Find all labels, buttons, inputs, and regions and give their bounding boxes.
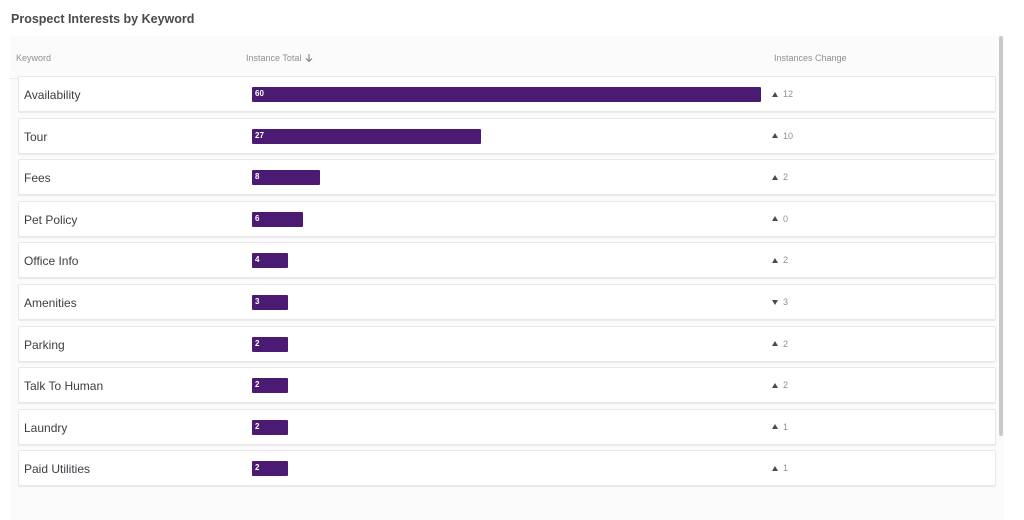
instance-total-bar: 4 xyxy=(252,253,288,269)
triangle-up-icon xyxy=(772,382,778,388)
triangle-up-icon xyxy=(772,91,778,97)
table-row[interactable]: Laundry 2 1 xyxy=(18,408,996,445)
instances-change: 2 xyxy=(772,380,788,390)
column-header-instances-change[interactable]: Instances Change xyxy=(774,53,847,63)
table-row[interactable]: Availability 60 12 xyxy=(18,76,996,112)
instance-total-bar: 2 xyxy=(252,461,288,477)
keyword-label: Fees xyxy=(24,171,51,186)
triangle-up-icon xyxy=(772,465,778,471)
keyword-label: Availability xyxy=(24,88,81,102)
instance-total-value: 60 xyxy=(255,89,264,98)
instance-total-bar: 2 xyxy=(252,336,288,352)
instances-change-value: 12 xyxy=(783,89,794,99)
instance-total-value: 2 xyxy=(255,463,260,473)
instance-total-bar: 27 xyxy=(252,128,482,144)
arrow-down-icon xyxy=(305,53,313,62)
instance-total-bar: 2 xyxy=(252,419,288,435)
triangle-up-icon xyxy=(772,174,778,180)
page-title: Prospect Interests by Keyword xyxy=(11,12,195,26)
keyword-label: Laundry xyxy=(24,420,68,435)
instance-total-value: 4 xyxy=(255,255,260,265)
keyword-label: Tour xyxy=(24,129,48,144)
instances-change-value: 1 xyxy=(783,463,789,474)
triangle-up-icon xyxy=(772,133,778,139)
instance-total-bar: 3 xyxy=(252,295,288,310)
table-row[interactable]: Pet Policy 6 0 xyxy=(18,200,996,237)
instance-total-value: 2 xyxy=(255,380,260,390)
triangle-up-icon xyxy=(772,424,778,430)
instances-change-value: 1 xyxy=(783,421,789,432)
table-row[interactable]: Paid Utilities 2 1 xyxy=(18,450,996,487)
triangle-up-icon xyxy=(772,341,778,347)
table-row[interactable]: Parking 2 2 xyxy=(18,325,996,362)
instance-total-value: 27 xyxy=(255,130,264,140)
keyword-label: Amenities xyxy=(24,296,77,310)
instance-total-value: 3 xyxy=(255,297,260,306)
table-row[interactable]: Amenities 3 3 xyxy=(18,284,996,320)
instances-change-value: 2 xyxy=(783,380,789,391)
instances-change: 3 xyxy=(772,297,788,307)
instances-change-value: 2 xyxy=(783,172,789,183)
instances-change-value: 2 xyxy=(783,255,789,266)
table-row[interactable]: Tour 27 10 xyxy=(18,117,996,154)
instance-total-bar: 8 xyxy=(252,170,320,186)
instances-change: 2 xyxy=(772,255,788,265)
table-row[interactable]: Office Info 4 2 xyxy=(18,242,996,279)
instance-total-value: 2 xyxy=(255,421,260,431)
instances-change: 1 xyxy=(772,422,788,432)
keyword-table: Keyword Instance Total Instances Change … xyxy=(10,36,1004,520)
table-row[interactable]: Talk To Human 2 2 xyxy=(18,367,996,404)
instance-total-bar: 2 xyxy=(252,378,288,394)
instance-total-bar: 60 xyxy=(252,87,761,102)
instances-change: 1 xyxy=(772,463,788,473)
keyword-label: Parking xyxy=(24,337,65,352)
keyword-label: Pet Policy xyxy=(24,212,78,227)
instance-total-bar: 6 xyxy=(252,211,303,227)
keyword-label: Office Info xyxy=(24,254,79,269)
keyword-label: Paid Utilities xyxy=(24,462,91,477)
column-header-instance-total-label: Instance Total xyxy=(246,53,302,63)
table-row[interactable]: Fees 8 2 xyxy=(18,159,996,196)
vertical-scrollbar[interactable] xyxy=(999,36,1003,436)
instances-change-value: 3 xyxy=(783,297,789,307)
instances-change: 0 xyxy=(772,214,788,224)
instances-change: 2 xyxy=(772,172,788,182)
keyword-label: Talk To Human xyxy=(24,379,104,394)
instances-change: 2 xyxy=(772,339,788,349)
column-header-instance-total[interactable]: Instance Total xyxy=(246,53,313,63)
triangle-up-icon xyxy=(772,216,778,222)
triangle-up-icon xyxy=(772,257,778,263)
instance-total-value: 2 xyxy=(255,338,260,348)
instance-total-value: 6 xyxy=(255,213,260,223)
triangle-down-icon xyxy=(772,299,778,305)
table-header: Keyword Instance Total Instances Change xyxy=(10,36,994,79)
column-header-keyword[interactable]: Keyword xyxy=(16,53,52,63)
instance-total-value: 8 xyxy=(255,172,260,182)
instances-change: 10 xyxy=(772,131,793,141)
instances-change-value: 10 xyxy=(783,130,794,141)
instances-change-value: 0 xyxy=(783,213,789,224)
instances-change: 12 xyxy=(772,89,793,99)
instances-change-value: 2 xyxy=(783,338,789,349)
